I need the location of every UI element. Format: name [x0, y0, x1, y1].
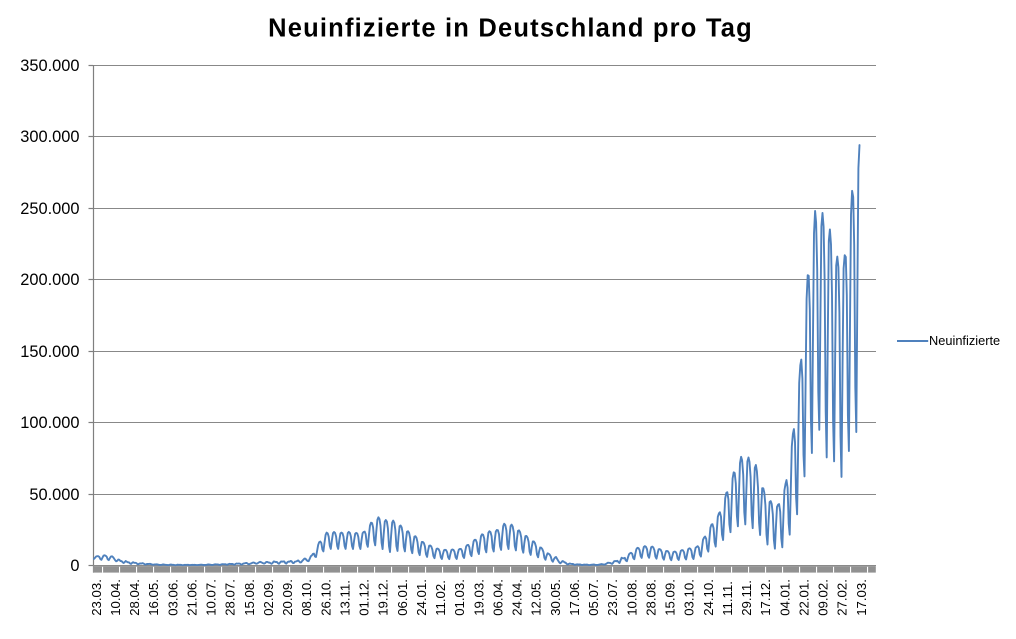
svg-text:11.02.: 11.02.: [433, 580, 448, 616]
svg-text:16.05.: 16.05.: [146, 579, 161, 616]
svg-text:22.01.: 22.01.: [796, 579, 811, 616]
svg-text:30.05.: 30.05.: [548, 579, 563, 616]
svg-text:24.10.: 24.10.: [701, 579, 716, 616]
svg-text:21.06.: 21.06.: [184, 579, 199, 616]
svg-text:13.11.: 13.11.: [337, 580, 352, 616]
svg-text:04.01.: 04.01.: [777, 579, 792, 616]
svg-text:50.000: 50.000: [29, 486, 79, 504]
svg-text:05.07.: 05.07.: [586, 579, 601, 616]
svg-text:Neuinfizierte: Neuinfizierte: [929, 333, 1000, 348]
svg-text:08.10.: 08.10.: [299, 579, 314, 616]
svg-text:28.07.: 28.07.: [223, 579, 238, 616]
svg-text:100.000: 100.000: [20, 414, 79, 432]
svg-text:350.000: 350.000: [20, 57, 79, 75]
svg-text:01.12.: 01.12.: [357, 579, 372, 616]
svg-text:150.000: 150.000: [20, 343, 79, 361]
svg-text:28.08.: 28.08.: [643, 579, 658, 616]
svg-text:02.09.: 02.09.: [261, 579, 276, 616]
svg-text:12.05.: 12.05.: [529, 579, 544, 616]
svg-text:10.08.: 10.08.: [624, 579, 639, 616]
svg-text:24.04.: 24.04.: [510, 579, 525, 616]
svg-text:27.02.: 27.02.: [835, 579, 850, 616]
svg-text:09.02.: 09.02.: [816, 579, 831, 616]
svg-text:26.10.: 26.10.: [318, 579, 333, 616]
svg-text:250.000: 250.000: [20, 200, 79, 218]
svg-text:23.07.: 23.07.: [605, 579, 620, 616]
svg-text:06.01.: 06.01.: [395, 579, 410, 616]
svg-text:10.04.: 10.04.: [108, 579, 123, 616]
svg-text:24.01.: 24.01.: [414, 579, 429, 616]
svg-text:20.09.: 20.09.: [280, 579, 295, 616]
svg-text:300.000: 300.000: [20, 128, 79, 146]
svg-text:11.11.: 11.11.: [720, 581, 735, 616]
svg-text:17.03.: 17.03.: [854, 579, 869, 616]
svg-text:28.04.: 28.04.: [127, 579, 142, 616]
svg-text:23.03.: 23.03.: [89, 579, 104, 616]
svg-text:10.07.: 10.07.: [204, 579, 219, 616]
svg-text:29.11.: 29.11.: [739, 580, 754, 616]
svg-text:200.000: 200.000: [20, 271, 79, 289]
svg-text:15.09.: 15.09.: [663, 579, 678, 616]
svg-text:03.10.: 03.10.: [682, 579, 697, 616]
svg-text:17.06.: 17.06.: [567, 579, 582, 616]
svg-text:19.12.: 19.12.: [376, 579, 391, 616]
svg-text:01.03.: 01.03.: [452, 579, 467, 616]
svg-text:0: 0: [70, 557, 79, 575]
svg-text:03.06.: 03.06.: [165, 579, 180, 616]
svg-text:Neuinfizierte in Deutschland p: Neuinfizierte in Deutschland pro Tag: [268, 15, 753, 43]
svg-text:19.03.: 19.03.: [471, 579, 486, 616]
svg-text:15.08.: 15.08.: [242, 579, 257, 616]
svg-text:06.04.: 06.04.: [490, 579, 505, 616]
svg-text:17.12.: 17.12.: [758, 579, 773, 616]
